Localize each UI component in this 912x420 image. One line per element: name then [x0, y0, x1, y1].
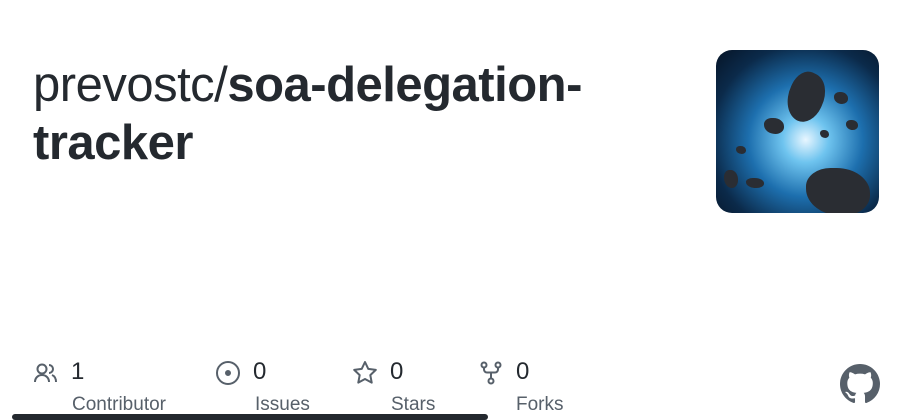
stat-value: 0: [253, 358, 267, 385]
language-bar: [12, 414, 488, 420]
star-icon: [353, 361, 377, 384]
fork-icon: [480, 361, 502, 385]
stat-value: 1: [71, 358, 85, 385]
repo-stats: 1 Contributor 0 Issues 0 Stars 0 Forks: [0, 356, 912, 418]
stat-value: 0: [390, 358, 404, 385]
repo-owner[interactable]: prevostc/: [33, 58, 228, 112]
stat-value: 0: [516, 358, 530, 385]
stat-label: Contributor: [72, 394, 166, 415]
stat-label: Forks: [516, 394, 564, 415]
github-icon[interactable]: [840, 364, 880, 404]
people-icon: [34, 363, 57, 383]
repo-name[interactable]: soa-delegation-tracker: [33, 58, 582, 170]
repo-thumbnail-image: [716, 50, 879, 213]
stat-label: Stars: [391, 394, 436, 415]
stat-label: Issues: [255, 394, 310, 415]
issue-circle-icon: [216, 361, 240, 385]
repo-title[interactable]: prevostc/soa-delegation-tracker: [33, 56, 673, 172]
